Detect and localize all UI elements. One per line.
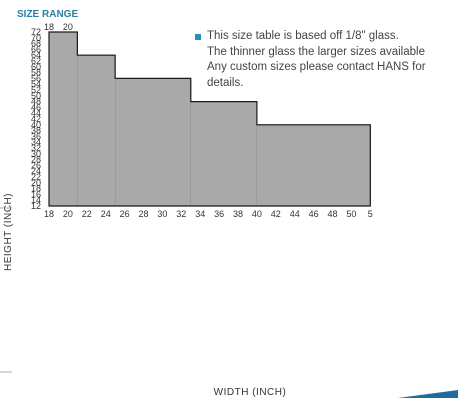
x-tick-label: 26 [120, 209, 130, 219]
note-line-3: Any custom sizes please contact HANS for [207, 61, 426, 73]
x-tick-labels: 18 20 22 24 26 28 30 32 34 36 38 40 42 44 46 48 50 5 [44, 209, 373, 219]
note-line-2: The thinner glass the larger sizes avail… [207, 45, 425, 58]
y-tick-label: 22 [31, 172, 41, 182]
y-tick-label: 70 [31, 33, 41, 43]
x-tick-label: 30 [157, 209, 167, 219]
top-tick-labels: 18 20 [44, 22, 73, 32]
note-line-1: This size table is based off 1/8" glass. [207, 30, 399, 42]
y-axis-title: HEIGHT (INCH) [3, 193, 14, 271]
top-tick-label: 18 [44, 22, 54, 32]
y-tick-label: 38 [31, 126, 41, 136]
y-tick-label: 46 [31, 102, 41, 112]
y-tick-label: 66 [31, 44, 41, 54]
y-tick-label: 40 [31, 120, 41, 130]
chart-title: SIZE RANGE [17, 9, 78, 20]
y-tick-label: 58 [31, 68, 41, 78]
x-axis-title: WIDTH (INCH) [214, 387, 287, 398]
size-bar [115, 78, 191, 206]
y-tick-label: 64 [31, 50, 41, 60]
step-outline [48, 31, 371, 207]
step-outline-layer [48, 31, 371, 207]
y-tick-label: 16 [31, 189, 41, 199]
y-tick-label: 34 [31, 137, 41, 147]
y-tick-label: 48 [31, 97, 41, 107]
x-tick-label: 50 [346, 209, 356, 219]
y-tick-label: 60 [31, 62, 41, 72]
y-tick-label: 14 [31, 195, 41, 205]
note-line-4: details. [207, 76, 244, 89]
y-tick-label: 68 [31, 39, 41, 49]
size-bar [256, 124, 371, 206]
size-bar [49, 32, 78, 206]
x-tick-label: 28 [138, 209, 148, 219]
x-tick-label: 36 [214, 209, 224, 219]
note-bullet-icon [195, 34, 201, 40]
y-tick-label: 42 [31, 114, 41, 124]
x-tick-label: 20 [63, 209, 73, 219]
x-tick-label: 46 [309, 209, 319, 219]
y-tick-label: 24 [31, 166, 41, 176]
y-tick-label: 72 [31, 27, 41, 37]
x-tick-label: 34 [195, 209, 205, 219]
x-tick-label: 5 [368, 209, 373, 219]
x-tick-label: 42 [271, 209, 281, 219]
corner-accent [398, 390, 458, 398]
x-tick-label: 22 [82, 209, 92, 219]
y-tick-labels: 7270686664626058565452504846444240383634… [31, 27, 41, 211]
y-tick-label: 18 [31, 184, 41, 194]
y-tick-label: 28 [31, 155, 41, 165]
y-tick-label: 56 [31, 73, 41, 83]
y-tick-label: 52 [31, 85, 41, 95]
size-note: This size table is based off 1/8" glass.… [195, 29, 457, 91]
x-tick-label: 24 [101, 209, 111, 219]
x-tick-label: 38 [233, 209, 243, 219]
y-tick-label: 54 [31, 79, 41, 89]
top-tick-label: 20 [63, 22, 73, 32]
y-tick-label: 12 [31, 201, 41, 211]
y-tick-label: 50 [31, 91, 41, 101]
y-tick-label: 26 [31, 160, 41, 170]
size-bar [77, 55, 116, 207]
y-tick-label: 44 [31, 108, 41, 118]
x-tick-label: 32 [176, 209, 186, 219]
y-tick-label: 32 [31, 143, 41, 153]
x-tick-label: 40 [252, 209, 262, 219]
y-tick-label: 36 [31, 131, 41, 141]
x-tick-label: 48 [327, 209, 337, 219]
y-tick-label: 20 [31, 178, 41, 188]
y-tick-label: 30 [31, 149, 41, 159]
size-bar [190, 101, 257, 206]
x-tick-label: 18 [44, 209, 54, 219]
x-tick-label: 44 [290, 209, 300, 219]
y-tick-label: 62 [31, 56, 41, 66]
